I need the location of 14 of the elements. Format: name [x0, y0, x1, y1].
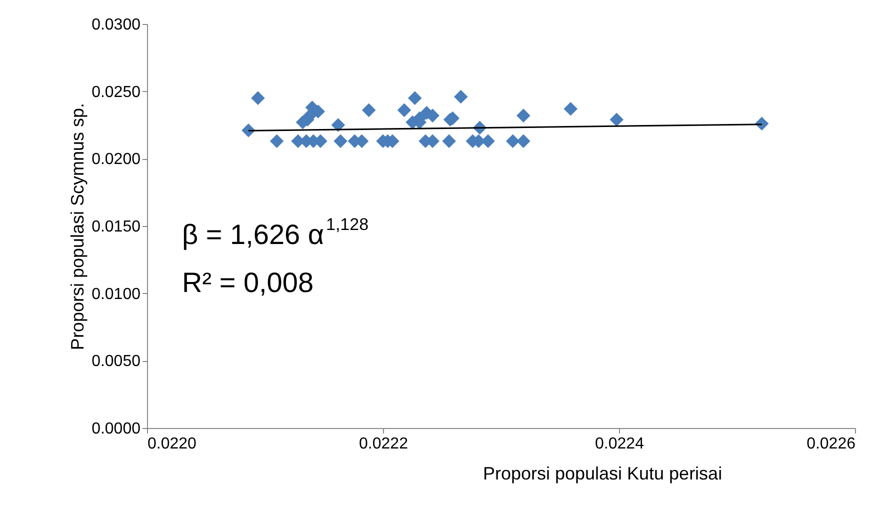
- y-axis-title: Proporsi populasi Scymnus sp.: [68, 102, 88, 350]
- y-tick-label: 0.0000: [92, 420, 141, 438]
- y-tick-label: 0.0050: [92, 353, 141, 370]
- x-tick-label: 0.0226: [806, 436, 856, 452]
- annotation: R² = 0,008: [182, 267, 314, 298]
- y-tick-label: 0.0300: [92, 16, 141, 34]
- x-axis-title: Proporsi populasi Kutu perisai: [482, 464, 722, 484]
- x-tick-label: 0.0222: [359, 436, 408, 452]
- x-tick-label: 0.0220: [148, 436, 197, 452]
- y-tick-label: 0.0200: [92, 151, 141, 168]
- y-tick-label: 0.0150: [92, 218, 141, 236]
- y-tick-label: 0.0100: [92, 286, 141, 303]
- x-tick-label: 0.0224: [595, 436, 644, 452]
- y-tick-label: 0.0250: [92, 84, 141, 101]
